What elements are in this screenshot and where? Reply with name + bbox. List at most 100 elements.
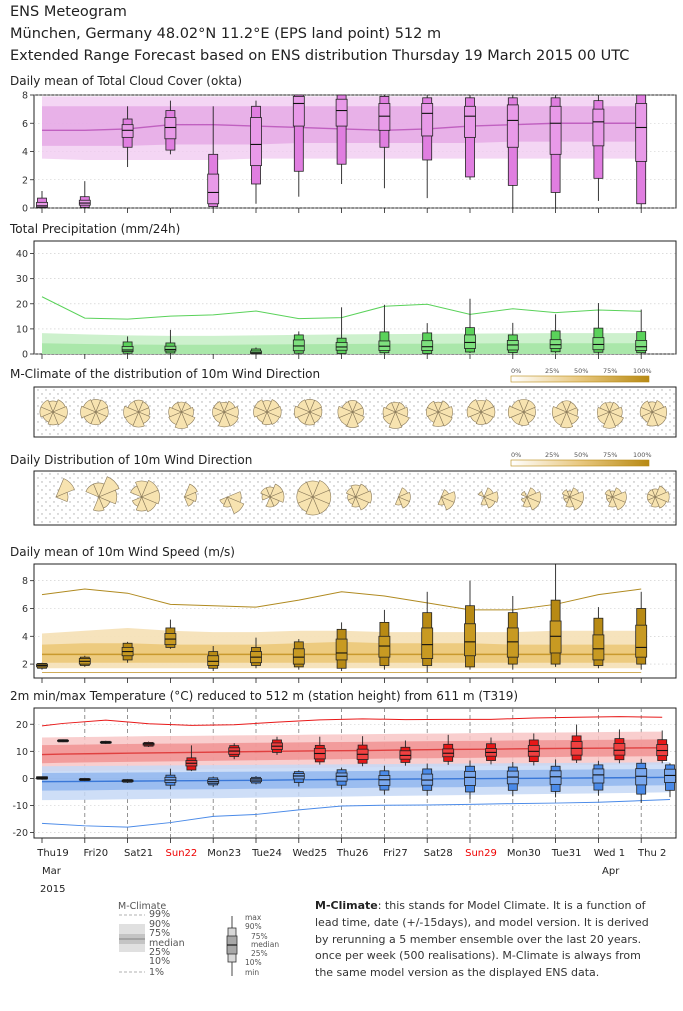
wind-box-6 [292,639,305,670]
rose-petal [651,411,667,427]
tmax-mclimate-25-75 [42,739,663,764]
tmax-box-10 [442,734,455,765]
tmin-box-5 [250,775,262,785]
wind-speed-panel-title: Daily mean of 10m Wind Speed (m/s) [10,545,235,559]
cloud-ytick-label: 0 [22,204,28,215]
rose-petal [337,405,354,419]
legend-box-label: 25% [251,949,268,958]
legend-mclimate-label: 99% [149,909,170,920]
precipitation-panel: 0 10 20 30 40 [16,240,677,361]
box-25-75 [464,334,476,349]
rose-petal [40,399,54,413]
rose-petal [345,487,357,498]
box-25-75 [164,345,177,352]
box-25-75 [250,117,262,167]
wddist-rose-11 [520,487,542,511]
wspeed-ytick-label: 8 [22,576,28,587]
rose-petal [523,399,536,413]
box-25-75 [421,627,434,659]
wdclim-rose-8 [382,401,410,429]
rose-petal [351,496,360,508]
cloud-ytick-label: 6 [22,119,28,130]
rose-petal [483,491,499,503]
tmax-box-7 [313,736,326,765]
cloud-box-3 [164,100,177,155]
rose-petal [168,411,182,426]
rose-petal [640,400,653,413]
pct-75-label-b: 75% [603,451,617,459]
wddist-rose-10 [478,487,499,509]
box-25-75 [207,655,220,666]
cloud-ytick-label: 4 [22,147,28,158]
rose-petal [213,401,225,413]
wdclim-rose-1 [80,399,109,426]
rose-petal [294,405,311,419]
box-25-75 [421,340,434,351]
rose-petal [382,406,397,418]
rose-petal [388,411,403,429]
wddist-rose-14 [646,485,670,509]
box-25-75 [592,634,605,661]
wind-box-10 [464,580,476,670]
cloud-panel-title: Daily mean of Total Cloud Cover (okta) [10,74,243,88]
tmax-box-6 [271,736,283,755]
legend-mclimate-label: 75% [149,928,170,939]
pct-0-label-b: 0% [511,451,521,459]
rose-petal [260,487,271,498]
box-25-75 [378,635,391,658]
cloud-box-5 [250,100,262,204]
pct-0-label-a: 0% [511,367,521,375]
x-axis-day-label: Sun29 [465,848,497,859]
rose-petal [131,496,143,507]
tmin-box-15 [664,763,676,798]
rose-petal [480,411,494,425]
x-axis-month-mar: Mar [42,866,61,877]
rose-petal [98,476,120,498]
rose-petal [647,489,656,498]
rose-petal [346,411,359,428]
x-axis-day-label: Sat21 [124,848,154,859]
rose-petal [565,496,574,508]
cloud-ytick-label: 8 [22,91,28,102]
rose-petal [305,496,321,516]
wdclim-rose-7 [337,400,365,428]
rose-petal [432,411,445,427]
box-25-75 [292,96,305,127]
box-25-75 [635,103,648,162]
x-axis-day-label: Sun22 [165,848,198,859]
legend-box-label: median [251,940,279,949]
precip-box-5 [250,347,262,355]
box-25-75 [592,337,605,351]
tmax-box-14 [613,729,626,764]
precip-box-7 [335,307,348,354]
rose-petal [597,411,610,425]
tmax-box-1 [57,739,69,743]
wind-box-12 [549,564,562,667]
cloud-ytick-label: 2 [22,175,28,186]
box-25-75 [121,124,134,138]
cloud-box-8 [378,95,391,189]
rose-petal [520,491,528,498]
cloud-box-4 [207,106,220,208]
rose-petal [437,496,445,506]
tmin-box-1 [78,777,91,782]
box-10-90 [336,94,347,165]
rose-petal [212,407,225,417]
wind-speed-panel: 2 4 6 8 [22,563,677,683]
precip-box-9 [421,323,434,354]
precip-box-14 [635,309,648,354]
rose-petal [261,411,273,425]
tmax-box-2 [99,740,112,745]
box-25-75 [635,340,648,351]
wspeed-ytick-label: 4 [22,632,28,643]
tmax-box-11 [485,737,497,765]
rose-petal [219,496,228,505]
rose-petal [475,411,487,425]
precip-box-2 [121,336,134,354]
wdclim-rose-10 [466,399,496,425]
tmin-box-11 [506,761,519,797]
rose-petal [507,405,525,419]
cloud-box-12 [549,95,562,208]
rose-petal [309,399,323,413]
x-axis-day-label: Fri27 [383,848,408,859]
